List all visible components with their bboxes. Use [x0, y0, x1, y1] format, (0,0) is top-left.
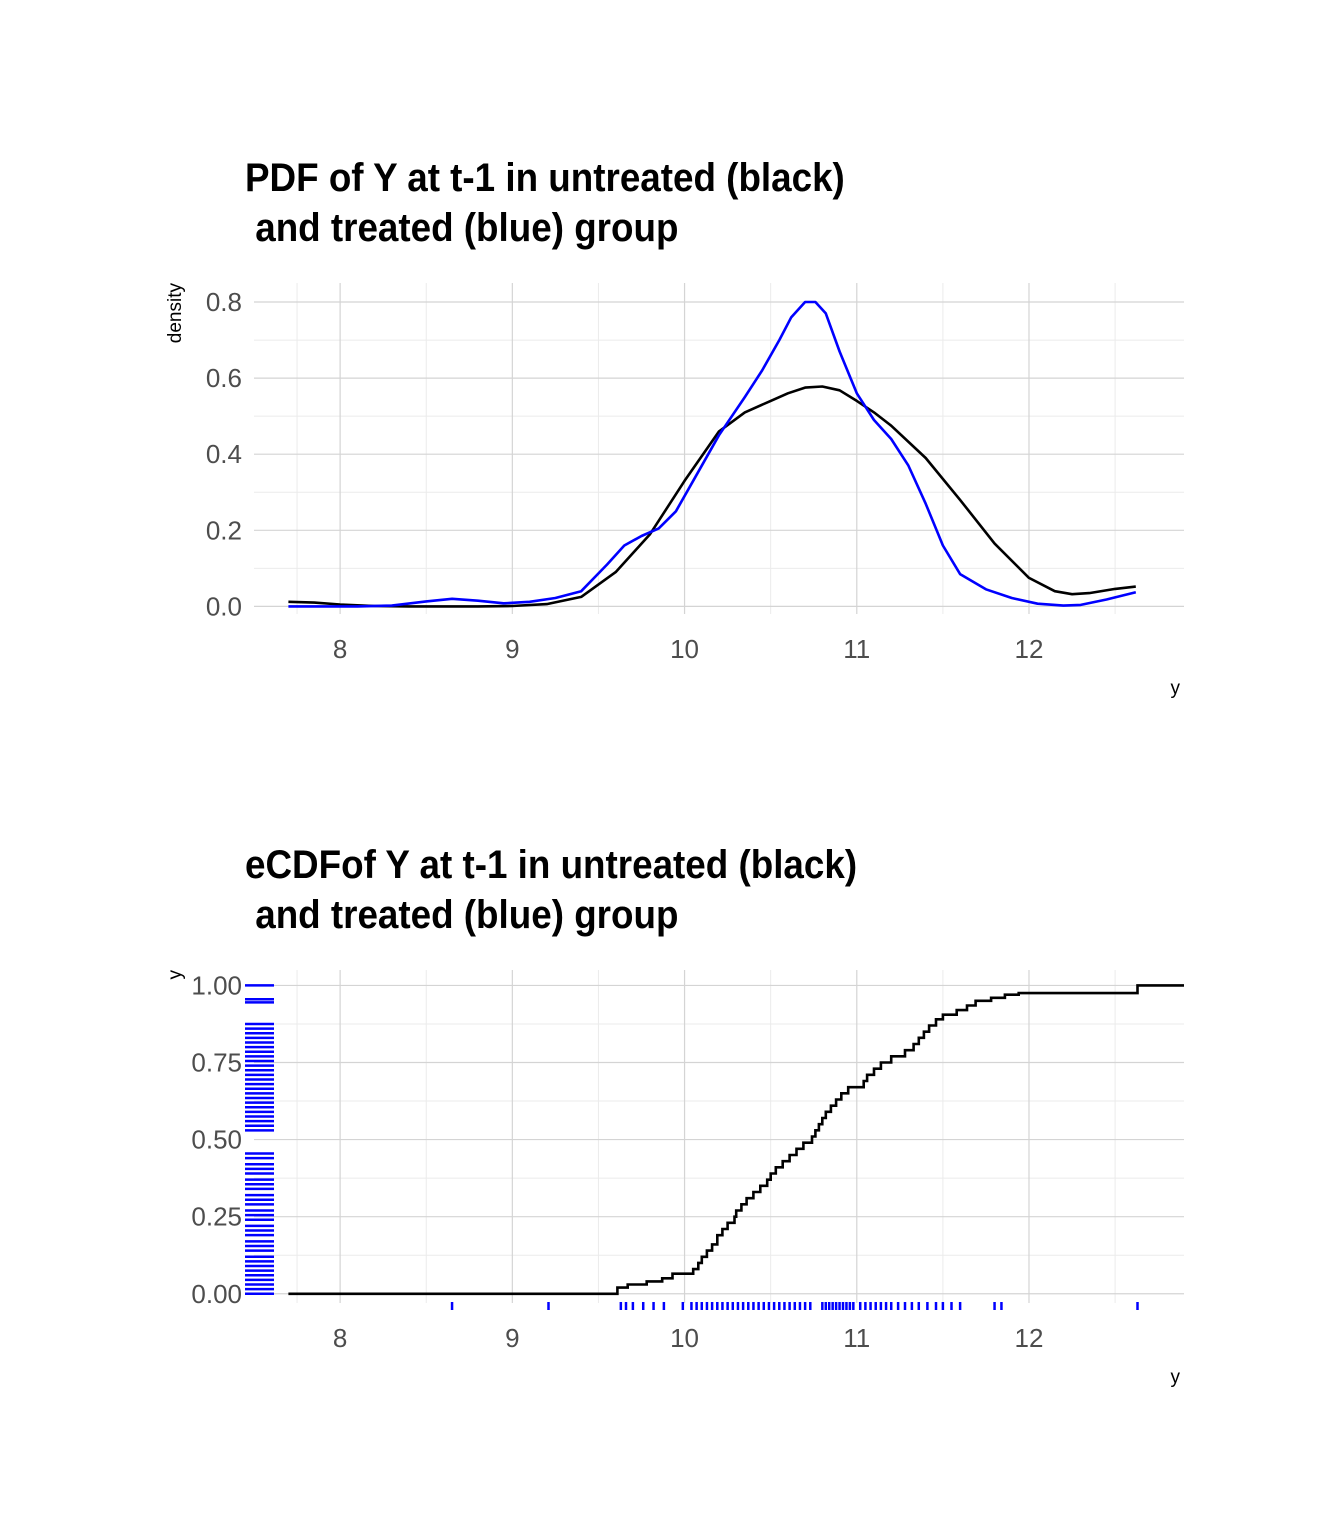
pdf-y-tick-label: 0.0 [206, 591, 242, 621]
pdf-density-plot: 8 9 10 11 12 0.0 0.2 0.4 0.6 0.8 y density [165, 283, 1184, 699]
ecdf-x-tick-label: 12 [1015, 1323, 1044, 1353]
pdf-y-tick-label: 0.2 [206, 515, 242, 545]
ecdf-y-tick-label: 1.00 [191, 970, 242, 1000]
pdf-x-tick-label: 9 [505, 634, 519, 664]
ecdf-untreated-step-line [288, 984, 1184, 1296]
pdf-y-tick-label: 0.6 [206, 363, 242, 393]
ecdf-y-tick-label: 0.75 [191, 1048, 242, 1078]
ecdf-plot: 8 9 10 11 12 0.00 0.25 0.50 0.75 1.00 y y [165, 970, 1184, 1388]
ecdf-y-tick-label: 0.00 [191, 1279, 242, 1309]
ecdf-x-tick-label: 10 [670, 1323, 699, 1353]
pdf-y-tick-label: 0.8 [206, 287, 242, 317]
pdf-y-axis-title: density [165, 283, 186, 344]
pdf-x-tick-label: 8 [333, 634, 347, 664]
pdf-x-tick-label: 11 [843, 634, 870, 664]
pdf-y-tick-label: 0.4 [206, 439, 242, 469]
pdf-x-tick-label: 10 [670, 634, 699, 664]
ecdf-x-tick-label: 8 [333, 1323, 347, 1353]
pdf-chart-title: PDF of Y at t-1 in untreated (black) and… [245, 156, 845, 250]
ecdf-y-axis-title: y [165, 970, 186, 980]
ecdf-y-tick-label: 0.25 [191, 1202, 242, 1232]
pdf-x-axis-title: y [1171, 678, 1181, 699]
ecdf-chart-title: eCDFof Y at t-1 in untreated (black) and… [245, 843, 858, 937]
ecdf-x-tick-label: 11 [843, 1323, 870, 1353]
ecdf-x-axis-title: y [1171, 1367, 1181, 1388]
pdf-treated-density-line [288, 300, 1137, 608]
pdf-x-tick-label: 12 [1015, 634, 1044, 664]
ecdf-x-tick-label: 9 [505, 1323, 519, 1353]
pdf-untreated-density-line [288, 385, 1136, 608]
ecdf-y-tick-label: 0.50 [191, 1125, 242, 1155]
